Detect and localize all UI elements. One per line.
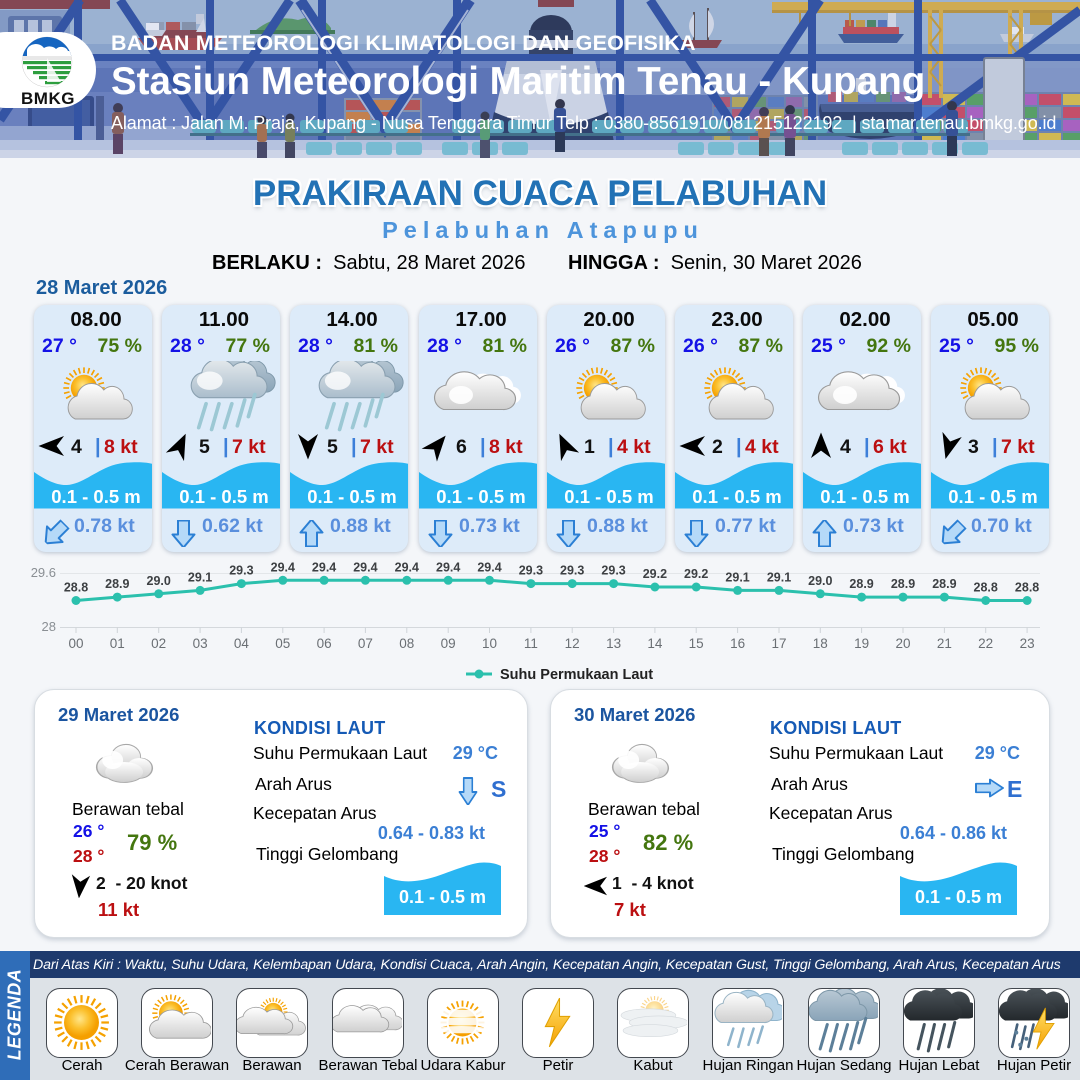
svg-text:18: 18 [813, 636, 828, 651]
svg-text:17: 17 [771, 636, 786, 651]
svg-text:29.1: 29.1 [188, 570, 212, 584]
svg-text:15: 15 [689, 636, 704, 651]
svg-text:02: 02 [151, 636, 166, 651]
svg-text:29.3: 29.3 [229, 564, 253, 578]
svg-text:28.9: 28.9 [105, 577, 129, 591]
svg-text:29.4: 29.4 [353, 560, 377, 574]
svg-text:29.3: 29.3 [560, 564, 584, 578]
svg-text:08: 08 [399, 636, 414, 651]
svg-text:28.9: 28.9 [891, 577, 915, 591]
svg-text:20: 20 [895, 636, 910, 651]
svg-text:29.4: 29.4 [312, 560, 336, 574]
svg-text:13: 13 [606, 636, 621, 651]
svg-text:12: 12 [565, 636, 580, 651]
svg-text:28.8: 28.8 [974, 581, 998, 595]
svg-text:Suhu Permukaan Laut: Suhu Permukaan Laut [500, 667, 653, 683]
svg-text:29.2: 29.2 [643, 567, 667, 581]
svg-text:07: 07 [358, 636, 373, 651]
svg-text:28.8: 28.8 [64, 581, 88, 595]
svg-text:10: 10 [482, 636, 497, 651]
svg-text:29.6: 29.6 [31, 565, 56, 580]
svg-text:28.9: 28.9 [849, 577, 873, 591]
svg-text:11: 11 [524, 636, 538, 651]
svg-text:04: 04 [234, 636, 250, 651]
svg-text:29.0: 29.0 [808, 574, 832, 588]
svg-text:28.8: 28.8 [1015, 581, 1039, 595]
svg-text:29.4: 29.4 [271, 560, 295, 574]
svg-text:09: 09 [441, 636, 456, 651]
svg-text:14: 14 [647, 636, 663, 651]
svg-text:28: 28 [42, 619, 56, 634]
svg-text:29.4: 29.4 [477, 560, 501, 574]
svg-text:29.4: 29.4 [395, 560, 419, 574]
svg-text:06: 06 [317, 636, 332, 651]
svg-text:16: 16 [730, 636, 745, 651]
svg-text:03: 03 [193, 636, 208, 651]
svg-text:29.4: 29.4 [436, 560, 460, 574]
svg-text:22: 22 [978, 636, 993, 651]
svg-text:29.2: 29.2 [684, 567, 708, 581]
svg-text:23: 23 [1020, 636, 1035, 651]
svg-text:29.3: 29.3 [601, 564, 625, 578]
svg-text:19: 19 [854, 636, 869, 651]
svg-text:00: 00 [68, 636, 83, 651]
svg-text:29.1: 29.1 [725, 570, 749, 584]
svg-text:01: 01 [110, 636, 125, 651]
svg-text:29.0: 29.0 [147, 574, 171, 588]
svg-text:21: 21 [937, 636, 952, 651]
svg-text:05: 05 [275, 636, 290, 651]
svg-text:28.9: 28.9 [932, 577, 956, 591]
svg-text:29.3: 29.3 [519, 564, 543, 578]
svg-text:29.1: 29.1 [767, 570, 791, 584]
